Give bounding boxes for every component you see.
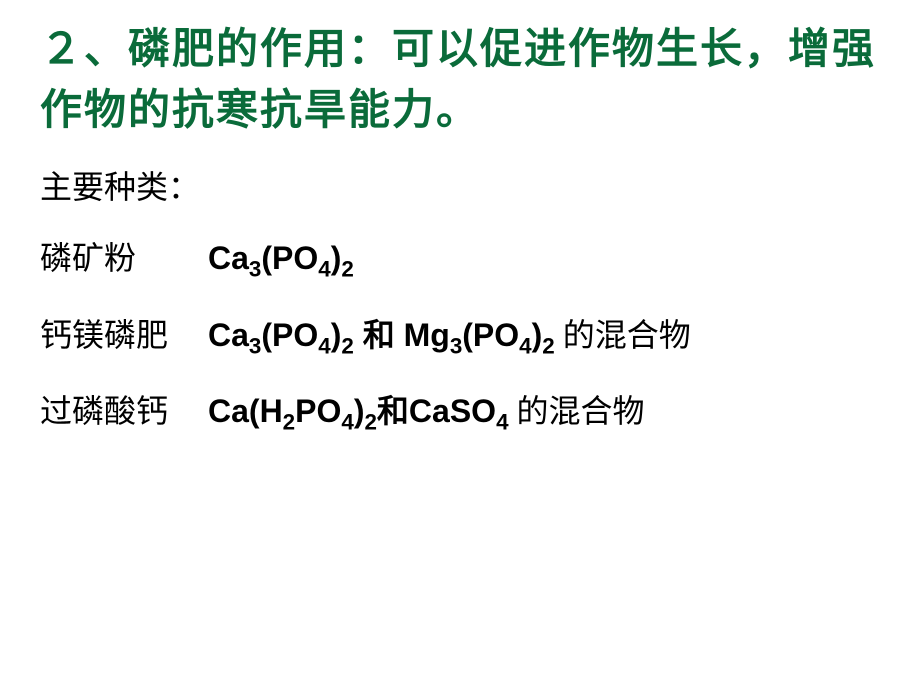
row-3-formula: Ca(H2PO4)2和CaSO4	[208, 393, 509, 429]
row-1: 磷矿粉 Ca3(PO4)2	[40, 236, 890, 281]
row-3: 过磷酸钙 Ca(H2PO4)2和CaSO4 的混合物	[40, 389, 890, 434]
row-1-label: 磷矿粉	[40, 236, 200, 281]
row-3-suffix: 的混合物	[517, 393, 645, 429]
slide-subtitle: 主要种类：	[40, 162, 890, 208]
row-3-label: 过磷酸钙	[40, 389, 200, 434]
row-2: 钙镁磷肥 Ca3(PO4)2 和 Mg3(PO4)2 的混合物	[40, 313, 890, 358]
row-2-label: 钙镁磷肥	[40, 313, 200, 358]
row-2-suffix: 的混合物	[563, 317, 691, 353]
row-2-formula: Ca3(PO4)2 和 Mg3(PO4)2	[208, 317, 555, 353]
slide-container: ２、磷肥的作用：可以促进作物生长，增强作物的抗寒抗旱能力。 主要种类： 磷矿粉 …	[0, 0, 920, 690]
row-1-formula: Ca3(PO4)2	[208, 240, 354, 276]
slide-title: ２、磷肥的作用：可以促进作物生长，增强作物的抗寒抗旱能力。	[40, 20, 890, 142]
